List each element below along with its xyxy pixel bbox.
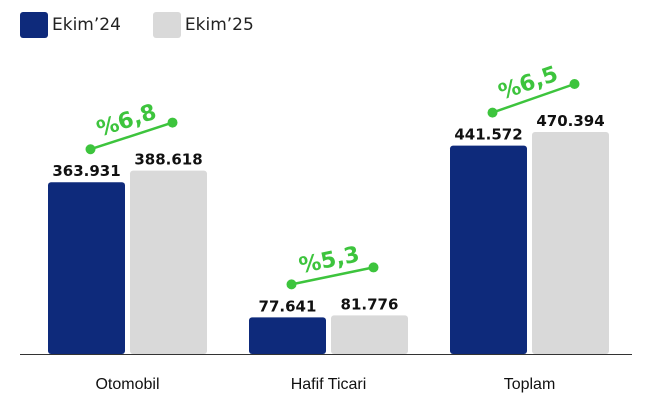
growth-dot-start-0 xyxy=(85,144,96,155)
growth-dot-end-0 xyxy=(167,117,178,128)
data-label-ekim-25-1: 81.776 xyxy=(341,295,399,313)
legend-item-ekim-24: Ekim’24 xyxy=(20,12,121,38)
data-label-ekim-24-2: 441.572 xyxy=(454,126,522,144)
category-label-2: Toplam xyxy=(504,376,556,393)
bar-ekim-24-0 xyxy=(48,182,125,354)
legend-label-ekim-25: Ekim’25 xyxy=(184,15,254,35)
data-label-ekim-24-1: 77.641 xyxy=(259,297,317,315)
legend-swatch-ekim-25 xyxy=(152,12,181,38)
growth-line-2 xyxy=(492,82,575,114)
bar-ekim-25-0 xyxy=(130,170,207,354)
data-label-ekim-25-0: 388.618 xyxy=(134,151,202,169)
growth-label-1: %5,3 xyxy=(297,242,362,279)
bar-ekim-25-1 xyxy=(331,315,408,354)
bar-ekim-25-2 xyxy=(532,132,609,354)
data-label-ekim-24-0: 363.931 xyxy=(52,162,120,180)
growth-line-1 xyxy=(291,266,374,286)
category-label-1: Hafif Ticari xyxy=(291,376,367,393)
legend-item-ekim-25: Ekim’25 xyxy=(152,12,254,38)
category-label-0: Otomobil xyxy=(95,376,159,393)
growth-label-0: %6,8 xyxy=(94,100,160,143)
growth-dot-start-2 xyxy=(487,107,498,118)
growth-dot-end-1 xyxy=(368,262,379,273)
growth-line-0 xyxy=(90,121,173,151)
bar-ekim-24-2 xyxy=(450,145,527,354)
bar-ekim-24-1 xyxy=(249,317,326,354)
growth-dot-start-1 xyxy=(286,279,297,290)
legend-label-ekim-24: Ekim’24 xyxy=(52,15,121,35)
legend: Ekim’24 Ekim’25 xyxy=(20,12,286,38)
growth-dot-end-2 xyxy=(569,79,580,89)
data-label-ekim-25-2: 470.394 xyxy=(536,112,604,130)
legend-swatch-ekim-24 xyxy=(20,12,48,38)
